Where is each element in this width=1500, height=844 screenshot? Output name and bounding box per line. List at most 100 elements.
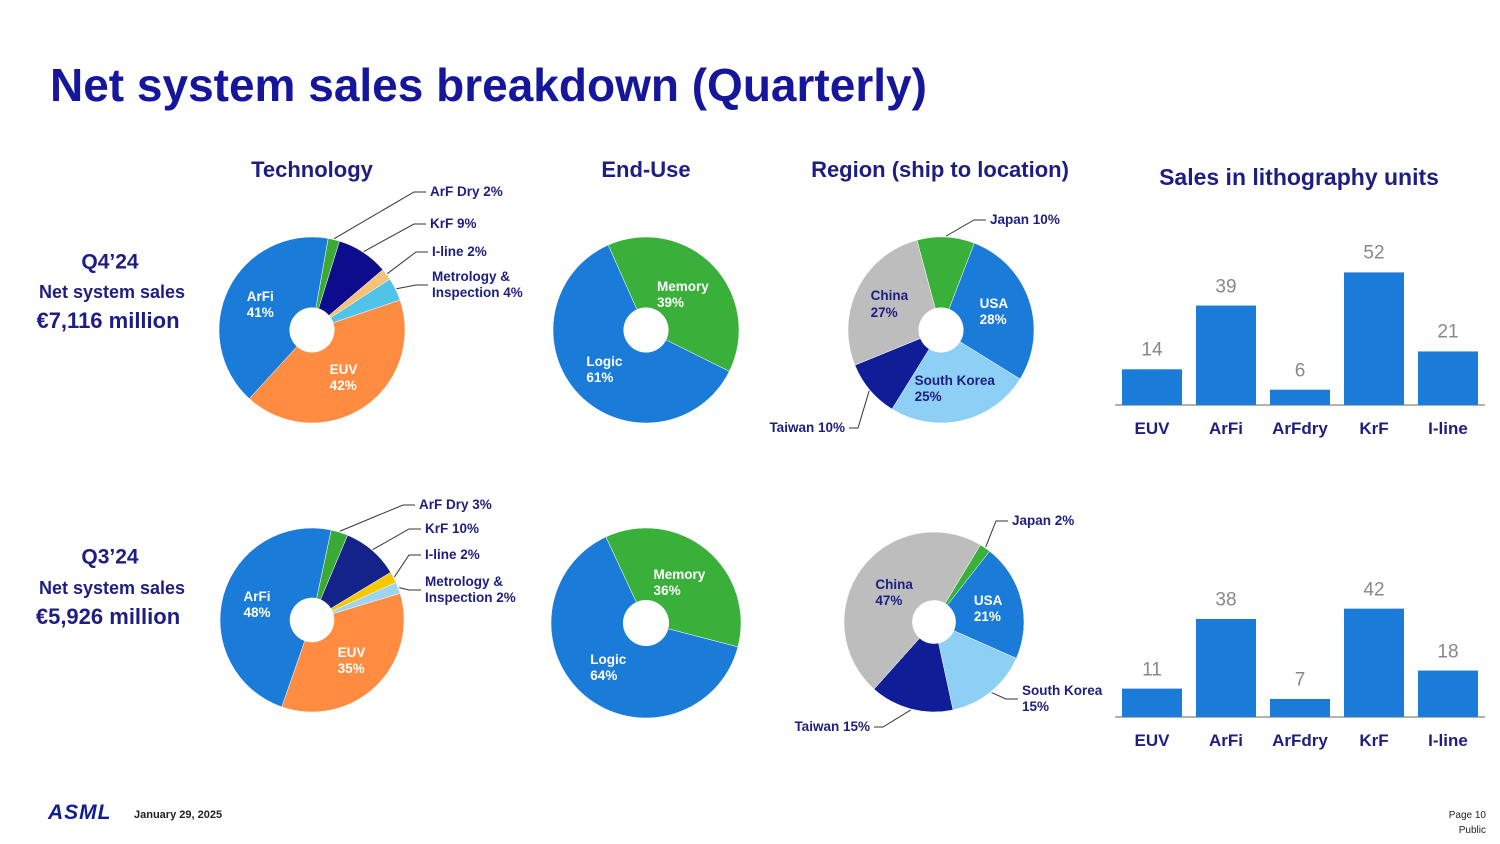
slice-value: 3% [472,496,492,512]
leader-line [394,554,421,578]
leader-line [945,219,986,237]
slice-value: 28% [979,312,1007,328]
value-label: 7 [1294,669,1306,691]
slice-value: 41% [246,304,274,320]
leader-line [991,692,1018,700]
x-tick-label: EUV [1134,418,1170,438]
slice-label: EUV 42% [330,362,358,394]
pie-slice [248,299,406,424]
logo: ASML [48,801,112,824]
callout-label: South Korea 15% [1022,683,1117,715]
bar [1344,272,1404,405]
slice-category: USA [973,592,1003,608]
slice-value: 35% [337,661,365,677]
value-label: 6 [1294,360,1306,382]
slice-label: South Korea 25% [915,373,995,405]
callout-label: Metrology & Inspection 4% [432,269,542,301]
date: January 29, 2025 [134,809,223,821]
slice-value: 36% [653,582,681,598]
classification: Public [1458,825,1486,836]
slice-value: 2% [460,546,480,562]
slice-value: 15% [842,718,870,734]
slice-value: 25% [914,388,942,404]
slice-category: EUV [337,644,366,660]
value-label: 42 [1363,579,1385,601]
bar [1270,389,1330,405]
pie-slice [948,242,1035,380]
leader-line [363,223,426,252]
row-label: Net system sales [38,578,186,599]
slice-category: Metrology & Inspection [432,268,511,300]
bar [1344,608,1404,717]
pie-slice [605,527,742,648]
leader-line [333,191,426,240]
period: Q4’24 [81,250,139,274]
callout-label: Japan 10% [990,212,1060,228]
value-label: 21 [1437,322,1459,344]
callout-label: ArF Dry 2% [430,184,503,200]
chart-title: Region (ship to location) [811,156,1069,182]
slice-category: Metrology & Inspection [425,573,504,605]
slice-value: 21% [973,608,1001,624]
slice-label: USA 28% [980,296,1009,328]
value-label: 39 [1215,276,1237,298]
slice-category: USA [979,296,1009,311]
callout-label: I-line 2% [432,244,487,260]
leader-line [339,504,415,532]
bar [1122,688,1182,717]
pie-slice [219,527,332,708]
slice-label: China 27% [871,288,909,320]
leader-line [874,709,912,728]
leader-line [396,284,428,290]
slice-category: KrF [425,520,449,536]
slice-category: Japan [990,211,1030,227]
x-tick-label: ArFi [1209,418,1243,438]
x-tick-label: ArFdry [1272,730,1328,750]
pie-slice [947,550,1025,659]
slice-value: 64% [590,668,618,684]
bar [1122,369,1182,405]
callout-label: ArF Dry 3% [419,497,492,513]
slice-category: KrF [430,215,454,231]
x-tick-label: EUV [1134,730,1170,750]
callout-label: Taiwan 10% [769,420,845,436]
slice-value: 10% [1032,211,1060,227]
slice-category: ArFi [243,588,271,604]
slice-category: Logic [590,652,627,668]
pie-slice [843,531,981,690]
pie-slice [281,593,405,713]
pie-slice [938,630,1017,711]
chart-title: End-Use [601,156,691,182]
slice-category: ArFi [246,288,274,304]
pie-slice [891,341,1021,424]
bar [1196,618,1256,717]
amount: €5,926 million [35,603,181,629]
x-tick-label: I-line [1428,418,1468,438]
callout-label: KrF 10% [425,521,479,537]
slice-value: 27% [870,304,898,320]
slice-category: South Korea [914,372,995,388]
slice-value: 47% [875,592,903,608]
slice-value: 2% [483,183,503,199]
slice-category: South Korea [1022,682,1103,698]
period: Q3’24 [81,545,139,569]
slice-value: 10% [452,520,480,536]
slice-category: Memory [657,278,709,294]
slice-label: Memory 36% [654,567,706,599]
pie-slice [218,236,329,400]
x-tick-label: I-line [1428,730,1468,750]
slice-value: 15% [1022,699,1050,714]
slice-category: Japan [1012,512,1052,528]
callout-label: KrF 9% [430,216,477,232]
slice-label: EUV 35% [338,645,366,677]
slice-category: Logic [586,353,623,369]
page-number: Page 10 [1448,810,1486,821]
slice-label: Logic 61% [586,354,622,386]
slice-value: 10% [817,419,845,435]
amount: €7,116 million [36,307,180,333]
slice-category: EUV [329,362,358,378]
leader-line [372,528,421,551]
slice-category: ArF Dry [419,496,469,512]
callout-label: Japan 2% [1012,513,1074,529]
